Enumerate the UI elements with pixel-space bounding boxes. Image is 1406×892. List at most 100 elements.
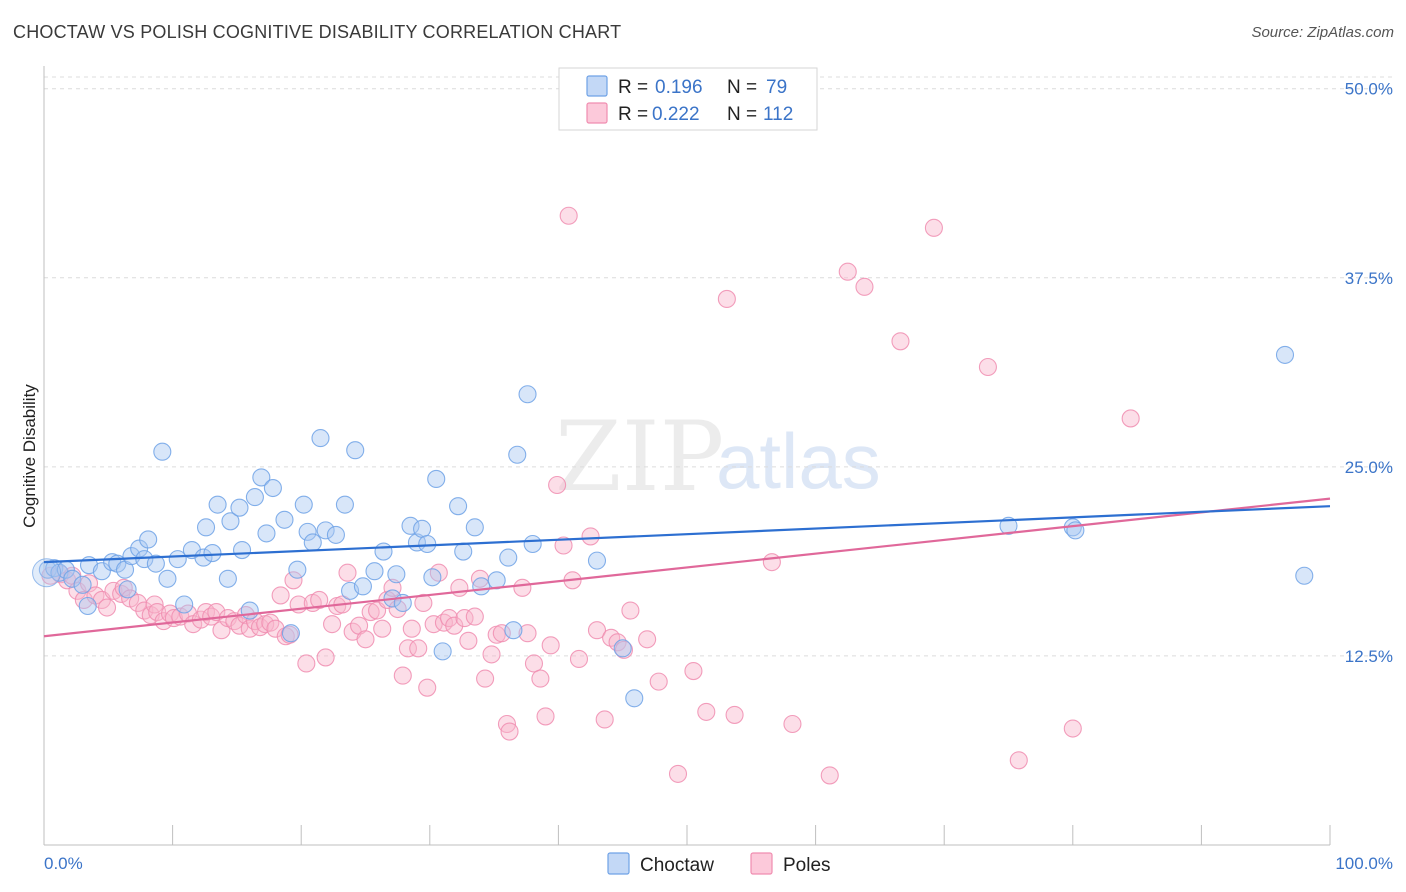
choctaw-point <box>303 533 322 552</box>
choctaw-point <box>92 562 111 581</box>
choctaw-point <box>625 689 644 708</box>
choctaw-point <box>387 565 406 584</box>
poles-point <box>891 332 910 351</box>
choctaw-point <box>73 575 92 594</box>
poles-point <box>429 563 448 582</box>
poles-point <box>393 666 412 685</box>
choctaw-point <box>999 516 1018 535</box>
poles-point <box>388 599 407 619</box>
poles-point <box>554 536 573 555</box>
choctaw-point <box>518 385 537 404</box>
poles-point <box>513 578 532 597</box>
poles-point <box>402 619 421 638</box>
choctaw-point <box>1295 566 1314 585</box>
choctaw-point <box>175 595 194 614</box>
source-label: Source: ZipAtlas.com <box>1251 24 1394 41</box>
gridlines <box>44 76 1392 657</box>
poles-point <box>465 607 484 626</box>
choctaw-point <box>196 518 216 537</box>
choctaw-point <box>263 478 282 498</box>
choctaw-point <box>335 495 354 514</box>
choctaw-point <box>508 445 527 464</box>
bottom-legend-choctaw: Choctaw <box>640 855 714 876</box>
choctaw-point <box>203 544 222 563</box>
poles-point <box>978 357 997 377</box>
choctaw-point <box>346 441 365 460</box>
choctaw-point <box>230 498 249 517</box>
choctaw-point <box>1275 345 1295 364</box>
poles-point <box>418 678 437 697</box>
poles-point <box>602 628 621 647</box>
choctaw-point <box>252 468 271 487</box>
legend-swatch-poles <box>586 102 608 124</box>
poles-point <box>338 563 357 582</box>
x-tick-label-start: 0.0% <box>44 854 83 873</box>
y-axis-label: Cognitive Disability <box>20 384 39 528</box>
watermark: ZIP atlas <box>555 401 881 513</box>
chart-title: CHOCTAW VS POLISH COGNITIVE DISABILITY C… <box>13 22 622 42</box>
choctaw-point <box>374 542 393 561</box>
choctaw-point <box>294 495 313 514</box>
poles-point <box>524 654 544 673</box>
poles-trend-line <box>43 497 1331 638</box>
poles-point <box>398 639 417 658</box>
choctaw-point <box>168 550 187 569</box>
bottom-legend: Choctaw Poles <box>607 852 831 876</box>
choctaw-point <box>423 568 442 587</box>
y-tick-label: 25.0% <box>1345 458 1393 477</box>
choctaw-point <box>118 580 137 599</box>
choctaw-point <box>401 516 420 535</box>
choctaw-point <box>240 601 259 620</box>
choctaw-point <box>472 577 491 596</box>
poles-point <box>581 527 600 546</box>
choctaw-point <box>281 624 300 643</box>
poles-point <box>450 578 469 597</box>
poles-point <box>271 586 290 605</box>
legend-n-label-2: N = <box>727 104 757 125</box>
poles-point <box>97 598 117 617</box>
watermark-atlas: atlas <box>716 417 881 505</box>
choctaw-point <box>208 495 227 514</box>
choctaw-point <box>194 548 213 567</box>
choctaw-point <box>418 534 437 554</box>
choctaw-point <box>158 569 177 588</box>
poles-point <box>649 672 668 691</box>
poles-point <box>445 616 464 635</box>
choctaw-point <box>413 519 432 538</box>
poles-point <box>1009 751 1028 770</box>
choctaw-point <box>499 548 518 567</box>
poles-point <box>409 639 428 658</box>
poles-point <box>154 612 173 631</box>
choctaw-point <box>63 569 82 588</box>
poles-point <box>638 630 657 649</box>
legend-swatch-choctaw <box>586 75 608 97</box>
choctaw-point <box>275 510 294 529</box>
poles-point <box>838 262 857 281</box>
axes <box>43 66 1331 846</box>
poles-point <box>476 669 495 688</box>
poles-point <box>518 624 537 643</box>
poles-point <box>310 590 329 610</box>
poles-point <box>541 636 560 655</box>
choctaw-point <box>218 569 237 588</box>
choctaw-point <box>153 442 172 461</box>
legend-box: R = 0.196 N = 79 R = 0.222 N = 112 <box>558 67 818 131</box>
legend-n-value-1: 79 <box>766 77 787 98</box>
poles-point <box>820 766 839 785</box>
choctaw-point <box>316 521 335 540</box>
choctaw-point <box>32 558 62 588</box>
choctaw-point <box>288 560 307 579</box>
legend-n-value-2: 112 <box>763 104 793 125</box>
poles-point <box>323 615 342 634</box>
poles-point <box>569 649 589 668</box>
poles-point <box>459 631 478 650</box>
poles-point <box>621 601 640 620</box>
poles-point <box>548 475 567 495</box>
legend-r-value-2: 0.222 <box>652 104 700 125</box>
bottom-legend-swatch-choctaw <box>607 852 630 875</box>
poles-point <box>356 630 375 649</box>
x-tick-label-end: 100.0% <box>1335 854 1393 873</box>
watermark-zip: ZIP <box>555 401 724 513</box>
poles-point <box>697 702 716 721</box>
